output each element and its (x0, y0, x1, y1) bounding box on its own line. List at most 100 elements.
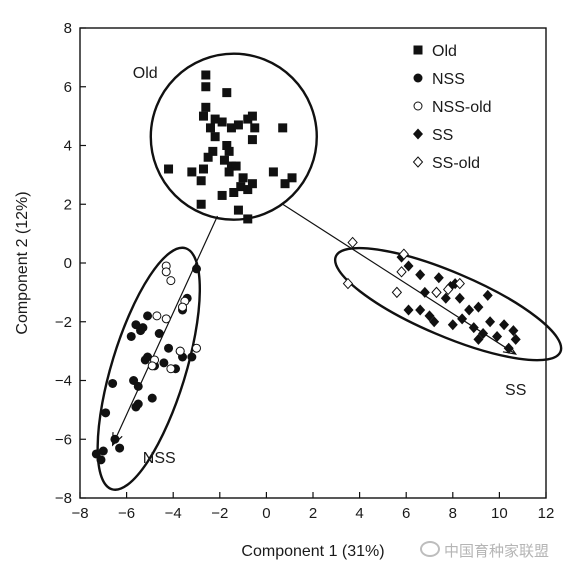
legend: Old NSS NSS-old SS SS-old (412, 43, 492, 172)
legend-label: NSS (432, 71, 465, 88)
point-ss-old (442, 283, 454, 296)
legend-label: NSS-old (432, 99, 492, 116)
y-tick-label: −2 (55, 314, 72, 331)
legend-marker-nss (413, 73, 423, 83)
point-old (210, 132, 220, 142)
point-nss-old (152, 311, 162, 321)
legend-label: SS-old (432, 155, 480, 172)
point-nss (187, 352, 197, 362)
point-nss (138, 323, 148, 333)
legend-marker-ss (413, 128, 423, 140)
point-old (196, 176, 206, 186)
legend-marker-ss-old (412, 156, 424, 168)
point-old (226, 123, 236, 133)
x-tick-label: −6 (118, 505, 135, 522)
point-old (201, 102, 211, 112)
y-tick-label: −6 (55, 431, 72, 448)
point-ss (478, 328, 489, 339)
point-old (238, 173, 248, 183)
x-tick-label: 12 (538, 505, 555, 522)
point-ss (415, 269, 426, 281)
point-nss-old (166, 364, 176, 374)
point-ss (492, 330, 503, 342)
point-old (231, 161, 241, 171)
data-points (91, 70, 521, 465)
point-ss (403, 260, 414, 272)
point-old (222, 141, 232, 150)
point-ss (447, 319, 458, 331)
point-nss (133, 381, 143, 391)
point-nss (147, 393, 157, 403)
watermark-text: 中国育种家联盟 (444, 542, 550, 560)
point-old (217, 117, 227, 127)
point-ss (457, 313, 468, 325)
point-ss-old (431, 286, 442, 299)
point-old (224, 167, 234, 177)
point-old (250, 123, 260, 133)
point-ss (482, 289, 493, 301)
y-tick-label: 2 (64, 196, 72, 213)
point-ss-old (391, 286, 403, 299)
point-ss (454, 292, 465, 304)
point-nss (101, 408, 111, 418)
point-ss (468, 322, 479, 334)
x-tick-label: 6 (402, 505, 410, 522)
point-ss (499, 319, 510, 331)
point-nss (131, 402, 141, 412)
point-nss (126, 331, 136, 341)
point-old (233, 205, 243, 215)
point-nss (115, 443, 125, 453)
y-tick-label: 4 (64, 138, 72, 155)
x-tick-label: 10 (491, 505, 508, 522)
point-nss (108, 378, 118, 388)
x-tick-label: 4 (355, 505, 363, 522)
point-nss (98, 446, 108, 456)
point-old (198, 111, 208, 121)
point-ss (440, 292, 451, 304)
point-old (222, 88, 232, 98)
group-ellipses (96, 52, 563, 491)
x-tick-label: 2 (309, 505, 317, 522)
group-label-nss: NSS (143, 450, 176, 467)
legend-label: SS (432, 127, 453, 144)
group-labels: Old NSS SS (133, 65, 527, 467)
point-ss (485, 316, 496, 328)
x-tick-label: 8 (449, 505, 457, 522)
y-tick-label: 8 (64, 20, 72, 37)
point-ss-old (454, 277, 465, 290)
point-ss (424, 310, 435, 322)
point-nss (143, 311, 153, 321)
legend-marker-old (413, 45, 423, 55)
y-tick-label: −4 (55, 373, 72, 390)
point-old (201, 82, 211, 92)
ellipse-nss (96, 246, 202, 491)
point-old (196, 199, 206, 209)
point-old (217, 190, 227, 200)
point-old (243, 114, 253, 124)
point-old (203, 152, 213, 162)
point-ss (415, 304, 426, 316)
point-old (247, 179, 257, 189)
point-nss-old (147, 361, 157, 371)
point-nss-old (178, 302, 188, 312)
y-tick-label: −8 (55, 490, 72, 507)
point-old (247, 111, 257, 121)
group-label-ss: SS (505, 382, 526, 399)
point-nss-old (175, 346, 185, 356)
arrow-line (112, 215, 219, 446)
point-old (210, 114, 220, 124)
point-old (229, 188, 239, 197)
point-ss-old (398, 248, 410, 260)
point-ss (503, 342, 514, 354)
point-ss (403, 304, 414, 316)
point-old (224, 146, 234, 156)
x-tick-label: −8 (71, 505, 88, 522)
point-old (243, 214, 253, 224)
point-nss (154, 329, 164, 338)
point-ss-old (342, 277, 354, 290)
point-ss (419, 286, 430, 298)
x-tick-label: 0 (262, 505, 270, 522)
point-old (208, 146, 218, 156)
watermark: 中国育种家联盟 (420, 540, 585, 562)
